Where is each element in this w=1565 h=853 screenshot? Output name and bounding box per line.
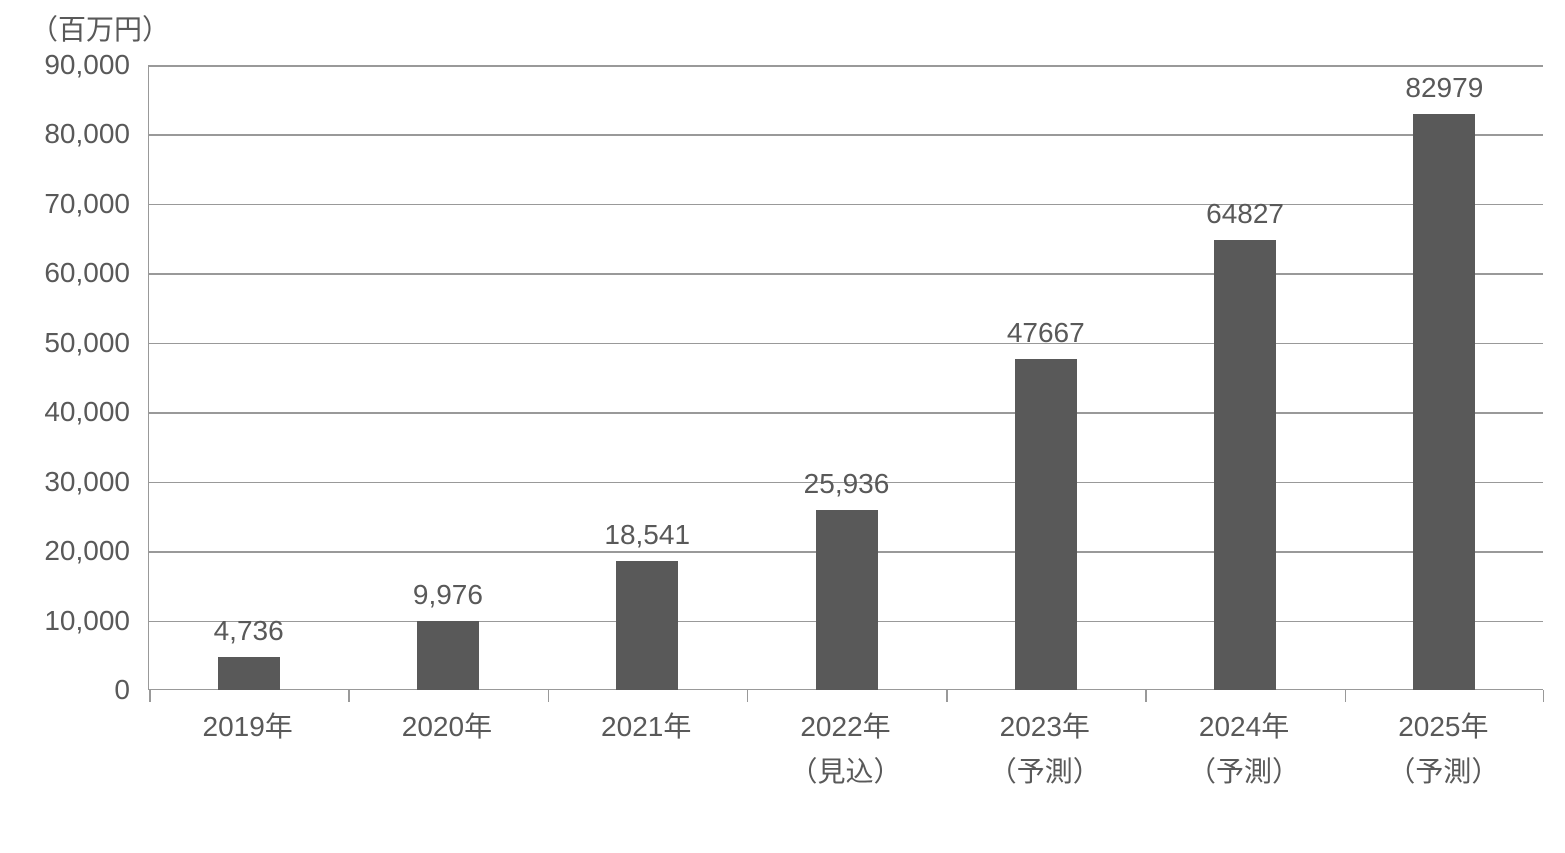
x-tick [548, 690, 550, 702]
bar [218, 657, 280, 690]
bar-value-label: 4,736 [214, 615, 284, 647]
plot-area: 4,736 9,976 18,541 25,936 47667 64827 82979 [148, 65, 1543, 690]
bar-chart: （百万円） 010,00020,00030,00040,00050,00060,… [0, 0, 1565, 853]
y-tick-label: 60,000 [44, 257, 130, 289]
bar-value-label: 9,976 [413, 579, 483, 611]
x-tick [1345, 690, 1347, 702]
x-label-line2: （予測） [1387, 750, 1499, 795]
y-tick-label: 50,000 [44, 327, 130, 359]
x-axis-label: 2019年 [202, 705, 292, 750]
x-tick [946, 690, 948, 702]
x-axis-label: 2022年（見込） [789, 705, 901, 795]
gridline [149, 134, 1543, 136]
bar [616, 561, 678, 690]
x-axis-label: 2025年（予測） [1387, 705, 1499, 795]
y-tick-label: 70,000 [44, 188, 130, 220]
x-label-line1: 2024年 [1188, 705, 1300, 750]
x-label-line1: 2019年 [202, 705, 292, 750]
bar [816, 510, 878, 690]
gridline [149, 412, 1543, 414]
bar-value-label: 47667 [1007, 317, 1085, 349]
y-tick-label: 0 [114, 674, 130, 706]
y-tick-label: 90,000 [44, 49, 130, 81]
x-tick [747, 690, 749, 702]
gridline [149, 343, 1543, 345]
x-label-line1: 2025年 [1387, 705, 1499, 750]
x-label-line2: （予測） [1188, 750, 1300, 795]
x-tick [1543, 690, 1545, 702]
gridline [149, 204, 1543, 206]
y-tick-label: 10,000 [44, 605, 130, 637]
bar [1214, 240, 1276, 690]
x-label-line1: 2020年 [402, 705, 492, 750]
x-tick [149, 690, 151, 702]
bar [1015, 359, 1077, 690]
x-axis-label: 2021年 [601, 705, 691, 750]
x-label-line1: 2021年 [601, 705, 691, 750]
x-axis-label: 2024年（予測） [1188, 705, 1300, 795]
y-tick-label: 80,000 [44, 118, 130, 150]
y-tick-label: 40,000 [44, 396, 130, 428]
bar-value-label: 18,541 [604, 519, 690, 551]
gridline [149, 273, 1543, 275]
x-label-line2: （予測） [989, 750, 1101, 795]
x-tick [1145, 690, 1147, 702]
bar-value-label: 64827 [1206, 198, 1284, 230]
bar [417, 621, 479, 690]
gridline [149, 65, 1543, 67]
y-tick-label: 30,000 [44, 466, 130, 498]
bar [1413, 114, 1475, 690]
x-label-line1: 2022年 [789, 705, 901, 750]
x-label-line1: 2023年 [989, 705, 1101, 750]
x-axis-label: 2023年（予測） [989, 705, 1101, 795]
bar-value-label: 25,936 [804, 468, 890, 500]
bar-value-label: 82979 [1405, 72, 1483, 104]
y-axis-labels: 0 10,000 20,000 30,000 40,000 50,000 60,000 70,… [0, 0, 130, 853]
x-axis-label: 2020年 [402, 705, 492, 750]
x-tick [348, 690, 350, 702]
x-label-line2: （見込） [789, 750, 901, 795]
y-tick-label: 20,000 [44, 535, 130, 567]
